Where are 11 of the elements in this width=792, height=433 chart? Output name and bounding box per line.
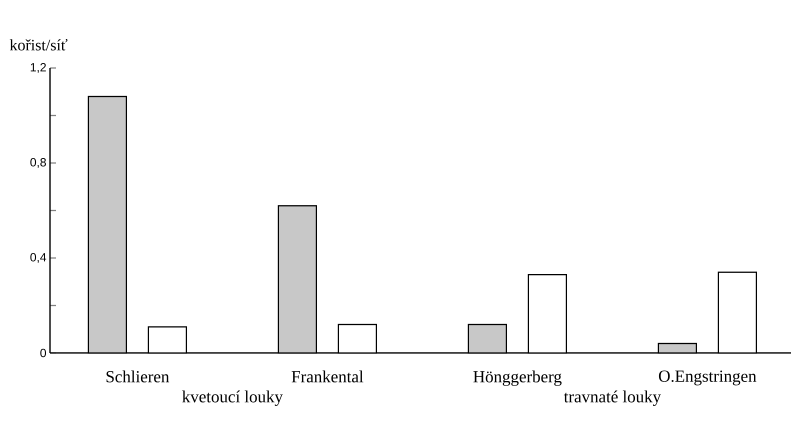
y-tick-label: 0,8 — [30, 158, 46, 168]
x-tick-label: Hönggerberg — [473, 370, 562, 386]
x-tick-label: Schlieren — [106, 370, 170, 382]
y-tick-label: 0,4 — [30, 253, 46, 263]
x-tick-label: Frankental — [292, 370, 364, 382]
y-axis-title: kořist/síť — [10, 39, 68, 50]
text: kvetoucí louky — [182, 390, 283, 406]
text: travnaté louky — [564, 390, 662, 406]
x-tick-label: O.Engstringen — [658, 370, 756, 386]
y-tick-label: 1,2 — [30, 63, 46, 73]
y-tick-label: 0 — [40, 348, 46, 358]
